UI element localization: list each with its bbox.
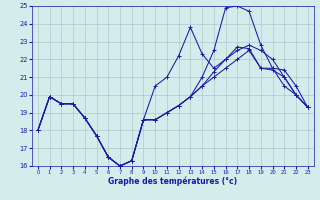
X-axis label: Graphe des températures (°c): Graphe des températures (°c) xyxy=(108,177,237,186)
